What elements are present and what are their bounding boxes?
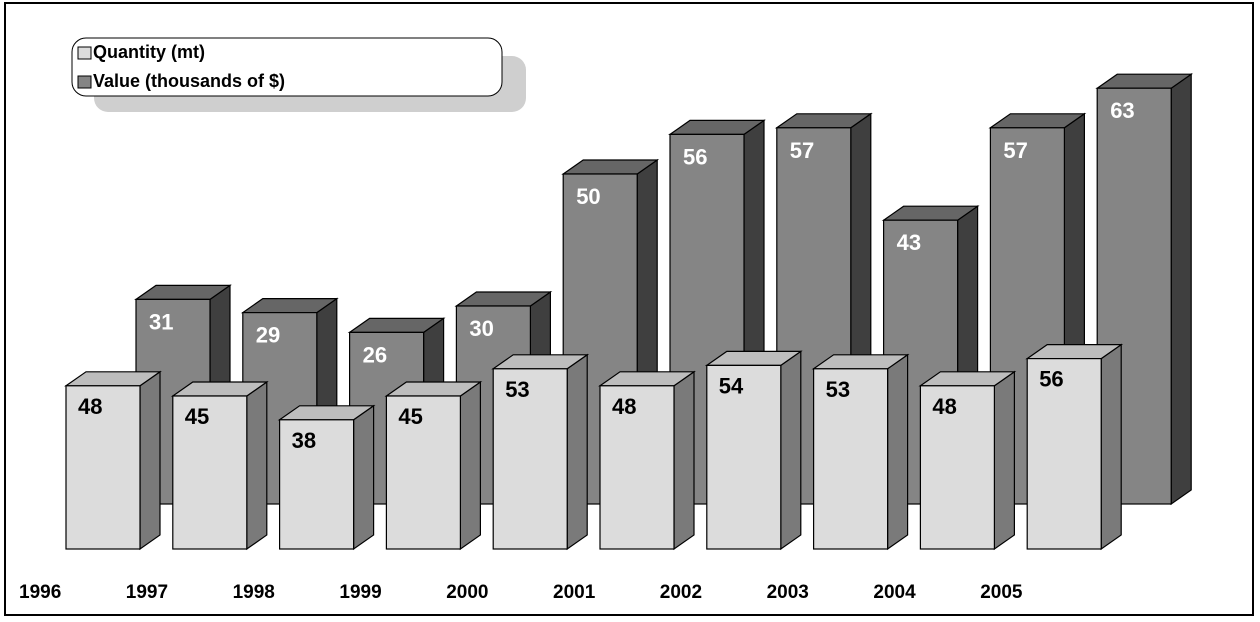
quantity-bar-2005-side: [1100, 343, 1122, 551]
quantity-bar-2001-front: [599, 385, 675, 550]
legend-label-quantity: Quantity (mt): [93, 42, 205, 62]
quantity-bar-2003: [811, 353, 910, 551]
quantity-bar-1997-front: [172, 395, 248, 550]
quantity-series-layer: 48 45 38 45 53 48 54 53 48 56: [64, 343, 1124, 551]
x-tick-label: 2005: [980, 582, 1023, 603]
quantity-data-label: 45: [398, 404, 422, 429]
value-bar-2005: [1095, 73, 1194, 506]
value-data-label: 26: [363, 342, 387, 367]
quantity-bar-1999-front: [385, 395, 461, 550]
value-data-label: 31: [149, 309, 173, 334]
x-tick-label: 1999: [339, 582, 381, 603]
quantity-bar-2004-side: [993, 370, 1016, 551]
value-data-label: 50: [576, 184, 600, 209]
quantity-bar-2002-front: [706, 364, 782, 550]
legend-label-value: Value (thousands of $): [93, 71, 285, 91]
value-bar-2005-side: [1170, 73, 1192, 506]
quantity-bar-1996: [64, 370, 162, 551]
quantity-data-label: 48: [932, 394, 956, 419]
quantity-bar-1998-front: [279, 419, 355, 550]
quantity-bar-2003-side: [886, 353, 909, 551]
x-tick-label: 1997: [126, 582, 168, 603]
value-data-label: 57: [1003, 138, 1027, 163]
quantity-data-label: 53: [826, 377, 850, 402]
x-tick-label: 2000: [446, 582, 488, 603]
quantity-bar-2005: [1025, 343, 1124, 551]
quantity-bar-1998: [277, 404, 376, 551]
quantity-bar-2000: [491, 353, 590, 551]
x-tick-label: 2004: [873, 582, 916, 603]
quantity-bar-2003-front: [812, 368, 889, 550]
legend: Quantity (mt) Value (thousands of $): [71, 37, 526, 112]
quantity-bar-1997: [170, 380, 269, 551]
quantity-bar-2001: [598, 370, 696, 551]
x-axis-labels: 1996 1997 1998 1999 2000 2001 2002 2003 2004 2005: [19, 582, 1023, 603]
x-tick-label: 2002: [660, 582, 702, 603]
quantity-data-label: 53: [505, 377, 529, 402]
quantity-bar-2005-front: [1026, 358, 1102, 550]
quantity-bar-2000-front: [492, 368, 568, 550]
value-data-label: 57: [790, 138, 814, 163]
x-tick-label: 1998: [233, 582, 275, 603]
quantity-data-label: 45: [185, 404, 209, 429]
value-data-label: 43: [897, 230, 921, 255]
quantity-bar-1998-side: [353, 404, 375, 551]
value-data-label: 30: [469, 316, 493, 341]
quantity-bar-2004-front: [919, 385, 996, 550]
value-data-label: 63: [1110, 98, 1134, 123]
quantity-data-label: 48: [612, 394, 636, 419]
value-data-label: 56: [683, 144, 707, 169]
quantity-bar-1996-side: [139, 370, 161, 551]
quantity-bar-1999: [384, 380, 483, 551]
quantity-bar-1997-side: [246, 380, 268, 551]
legend-box: [71, 37, 503, 97]
quantity-bar-1999-side: [459, 380, 481, 551]
quantity-bar-1996-front: [65, 385, 141, 550]
quantity-bar-2001-side: [673, 370, 695, 551]
quantity-bar-2004: [918, 370, 1017, 551]
x-tick-label: 1996: [19, 582, 61, 603]
quantity-data-label: 48: [78, 394, 102, 419]
quantity-bar-2002-side: [780, 350, 802, 551]
quantity-data-label: 54: [719, 373, 744, 398]
x-tick-label: 2003: [767, 582, 809, 603]
quantity-bar-2000-side: [566, 353, 588, 551]
quantity-data-label: 56: [1039, 367, 1063, 392]
value-data-label: 29: [256, 323, 280, 348]
quantity-bar-2002: [704, 350, 803, 551]
legend-swatch-value: [77, 75, 92, 89]
quantity-data-label: 38: [292, 428, 316, 453]
legend-swatch-quantity: [77, 46, 92, 60]
x-tick-label: 2001: [553, 582, 596, 603]
